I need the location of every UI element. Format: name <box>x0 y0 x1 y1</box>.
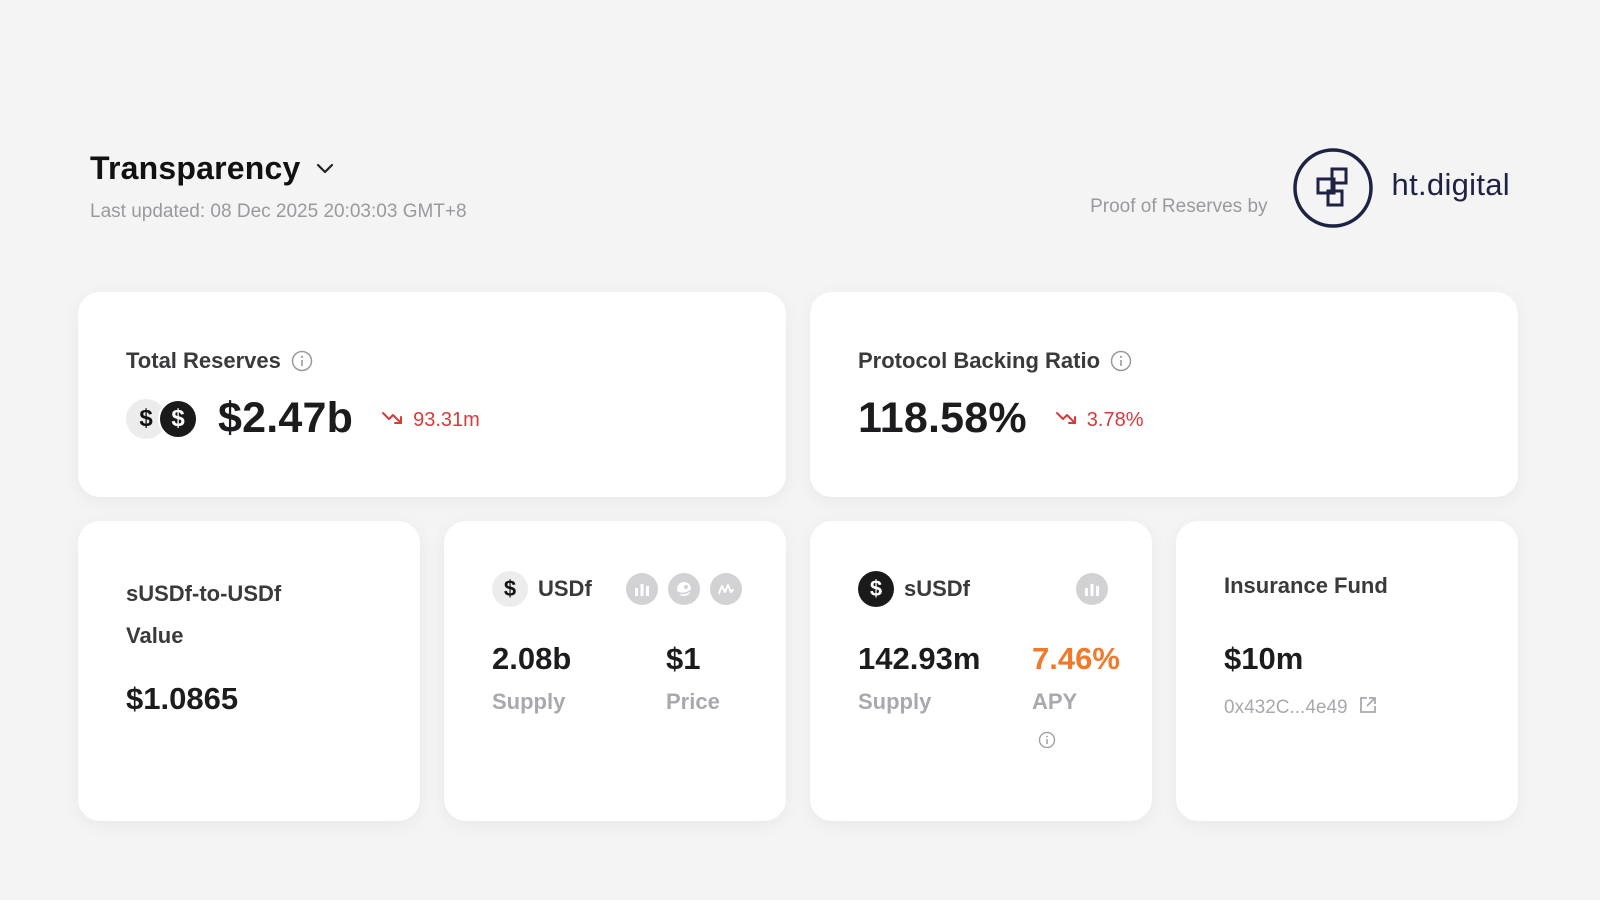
page-header: Transparency Last updated: 08 Dec 2025 2… <box>90 150 467 223</box>
backing-ratio-card: Protocol Backing Ratio 118.58% 3.78% <box>810 292 1518 497</box>
info-icon[interactable] <box>1110 350 1132 372</box>
chevron-down-icon[interactable] <box>315 159 335 179</box>
backing-ratio-value: 118.58% <box>858 394 1027 442</box>
usdf-supply-value: 2.08b <box>492 641 572 676</box>
total-reserves-change-value: 93.31m <box>413 409 480 431</box>
usdf-supply-stat: 2.08b Supply <box>492 641 571 715</box>
backing-ratio-change-value: 3.78% <box>1086 409 1144 431</box>
gecko-icon[interactable] <box>668 573 700 605</box>
trend-down-icon <box>1055 409 1079 432</box>
susdf-apy-value: 7.46% <box>1032 641 1120 676</box>
usdf-coin-icon: $ <box>492 571 528 607</box>
usdf-name: USDf <box>538 576 592 601</box>
susdf-apy-stat: 7.46% APY <box>1032 641 1120 749</box>
susdf-apy-label: APY <box>1032 689 1078 714</box>
coinmarketcap-icon[interactable] <box>710 573 742 605</box>
trend-down-icon <box>381 409 405 432</box>
susdf-supply-stat: 142.93m Supply <box>858 641 980 715</box>
susdf-to-usdf-label: sUSDf-to-USDf Value <box>126 581 282 648</box>
susdf-to-usdf-card: sUSDf-to-USDf Value $1.0865 <box>78 521 420 821</box>
insurance-fund-address-link[interactable]: 0x432C...4e49 <box>1224 695 1378 721</box>
usdf-price-stat: $1 Price <box>666 641 720 715</box>
insurance-fund-card: Insurance Fund $10m 0x432C...4e49 <box>1176 521 1518 821</box>
usdf-price-label: Price <box>666 689 720 714</box>
proof-of-reserves: Proof of Reserves by ht.digital <box>1090 147 1510 229</box>
total-reserves-label: Total Reserves <box>126 348 281 373</box>
usdf-card: $ USDf 2.08b Supply $1 Price <box>444 521 786 821</box>
proof-of-reserves-label: Proof of Reserves by <box>1090 196 1268 217</box>
backing-ratio-change: 3.78% <box>1055 409 1144 432</box>
bar-chart-icon[interactable] <box>626 573 658 605</box>
total-reserves-value: $2.47b <box>218 394 354 442</box>
susdf-supply-label: Supply <box>858 689 932 714</box>
ht-digital-logo-icon[interactable] <box>1292 147 1374 229</box>
susdf-coin-icon: $ <box>158 398 198 439</box>
insurance-fund-address: 0x432C...4e49 <box>1224 697 1348 718</box>
last-updated-text: Last updated: 08 Dec 2025 20:03:03 GMT+8 <box>90 201 467 222</box>
susdf-name: sUSDf <box>904 576 971 601</box>
susdf-card: $ sUSDf 142.93m Supply 7.46% APY <box>810 521 1152 821</box>
susdf-supply-value: 142.93m <box>858 641 981 676</box>
brand-name: ht.digital <box>1391 167 1510 202</box>
susdf-to-usdf-value: $1.0865 <box>126 681 239 716</box>
total-reserves-card: Total Reserves $ $ $2.47b 93.31m <box>78 292 786 497</box>
info-icon[interactable] <box>1038 731 1056 749</box>
transparency-dropdown[interactable]: Transparency <box>90 150 467 187</box>
insurance-fund-label: Insurance Fund <box>1224 573 1388 598</box>
info-icon[interactable] <box>291 350 313 372</box>
insurance-fund-value: $10m <box>1224 641 1304 676</box>
reserve-coins-icon: $ $ <box>126 398 198 439</box>
total-reserves-change: 93.31m <box>381 409 480 432</box>
susdf-coin-icon: $ <box>858 571 894 607</box>
backing-ratio-label: Protocol Backing Ratio <box>858 348 1101 373</box>
external-link-icon[interactable] <box>1358 695 1378 721</box>
usdf-price-value: $1 <box>666 641 701 676</box>
bar-chart-icon[interactable] <box>1076 573 1108 605</box>
usdf-supply-label: Supply <box>492 689 566 714</box>
page-title: Transparency <box>90 150 301 186</box>
